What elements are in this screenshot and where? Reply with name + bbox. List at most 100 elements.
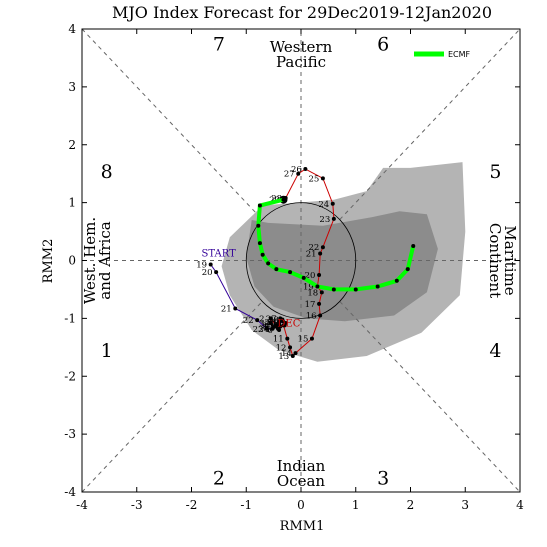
x-tick-label: -1 [240, 498, 252, 512]
observed-day-label: 8 [273, 321, 278, 331]
observed-day-label: 24 [258, 325, 269, 335]
observed-day-label: 14 [281, 349, 292, 359]
observed-point [318, 251, 323, 256]
region-label-right: Maritime [501, 225, 519, 295]
observed-point [319, 290, 324, 295]
ensemble-mean-point [257, 203, 262, 208]
start-label: START [202, 249, 237, 260]
y-tick-label: 4 [68, 22, 76, 36]
observed-day-label: 19 [303, 283, 314, 293]
ensemble-mean-point [288, 270, 293, 275]
x-tick-label: 3 [461, 498, 469, 512]
observed-point [265, 326, 270, 331]
ensemble-mean-point [315, 284, 320, 289]
observed-day-label: 28 [268, 316, 279, 326]
observed-point [303, 167, 308, 172]
observed-point [317, 301, 322, 306]
x-tick-label: -3 [131, 498, 143, 512]
ensemble-mean-point [301, 275, 306, 280]
observed-point [278, 324, 283, 329]
observed-point [320, 245, 325, 250]
observed-point [255, 318, 260, 323]
y-tick-label: 2 [68, 138, 76, 152]
observed-day-label: 29 [269, 317, 280, 327]
guide-diagonal [339, 28, 521, 220]
x-tick-label: 2 [407, 498, 415, 512]
observed-point [320, 176, 325, 181]
observed-point [309, 336, 314, 341]
observed-day-label: 5 [266, 325, 271, 335]
chart-title: MJO Index Forecast for 29Dec2019-12Jan20… [112, 3, 492, 22]
region-label-top: Western [270, 38, 333, 56]
legend-label: ECMF [448, 50, 471, 59]
observed-day-label: 20 [202, 268, 213, 278]
observed-point [318, 313, 323, 318]
month-label: DEC [277, 318, 300, 329]
observed-day-label: 16 [306, 311, 317, 321]
y-axis-title: RMM2 [41, 239, 56, 284]
observed-day-label: 15 [298, 335, 309, 345]
x-tick-label: -2 [186, 498, 198, 512]
observed-day-label: 28 [271, 194, 282, 204]
observed-day-label: 22 [243, 316, 254, 326]
observed-day-label: 13 [278, 352, 289, 362]
ensemble-mean-point [266, 261, 271, 266]
ensemble-mean-line [256, 197, 416, 292]
phase-label: 7 [213, 33, 225, 55]
observed-day-label: 4 [262, 323, 267, 333]
region-label-bottom: Ocean [277, 472, 326, 490]
observed-point [271, 325, 276, 330]
observed-day-label: 24 [318, 200, 329, 210]
observed-day-label: 27 [284, 170, 295, 180]
guide-diagonal [339, 301, 521, 493]
ensemble-mean-track [256, 197, 416, 292]
observed-day-label: 19 [196, 261, 207, 271]
observed-day-label: 26 [291, 165, 302, 175]
region-label-top: Pacific [276, 53, 326, 71]
region-label-left: West. Hem. [81, 217, 99, 304]
observed-day-label: 18 [307, 288, 318, 298]
x-axis-title: RMM1 [280, 519, 325, 534]
phase-label: 5 [489, 161, 501, 183]
observed-point [293, 351, 298, 356]
y-tick-label: -2 [64, 369, 76, 383]
observed-point [290, 353, 295, 358]
ensemble-mean-point [405, 267, 410, 272]
observed-point [317, 272, 322, 277]
x-tick-label: 4 [516, 498, 524, 512]
y-tick-label: 0 [68, 254, 76, 268]
phase-label: 2 [213, 468, 225, 490]
phase-label: 4 [489, 340, 501, 362]
y-tick-label: -4 [64, 485, 76, 499]
plot-area: 1920212223242526272829301234567891011121… [81, 28, 521, 493]
observed-point [296, 171, 301, 176]
observed-day-label: 17 [305, 300, 316, 310]
ensemble-mean-point [375, 284, 380, 289]
region-label-bottom: Indian [277, 457, 326, 475]
observed-point [268, 316, 273, 321]
observed-point [208, 262, 213, 267]
ensemble-mean-point [353, 287, 358, 292]
observed-point [277, 327, 282, 332]
observed-point [285, 336, 290, 341]
y-tick-label: -1 [64, 311, 76, 325]
observed-point [233, 306, 238, 311]
observed-point [330, 201, 335, 206]
observed-day-label: 25 [308, 174, 319, 184]
y-tick-label: -3 [64, 427, 76, 441]
observed-day-label: 9 [274, 319, 279, 329]
observed-day-label: 6 [267, 326, 272, 336]
observed-point [214, 270, 219, 275]
observed-day-label: 21 [221, 305, 232, 315]
phase-label: 3 [377, 468, 389, 490]
phase-guides [81, 28, 521, 493]
x-tick-label: -4 [76, 498, 88, 512]
phase-label: 8 [101, 161, 113, 183]
observed-point [288, 345, 293, 350]
ensemble-mean-point [331, 287, 336, 292]
x-tick-label: 0 [297, 498, 305, 512]
unit-circle [245, 202, 357, 319]
observed-day-label: 12 [276, 343, 287, 353]
ensemble-mean-point [394, 278, 399, 283]
